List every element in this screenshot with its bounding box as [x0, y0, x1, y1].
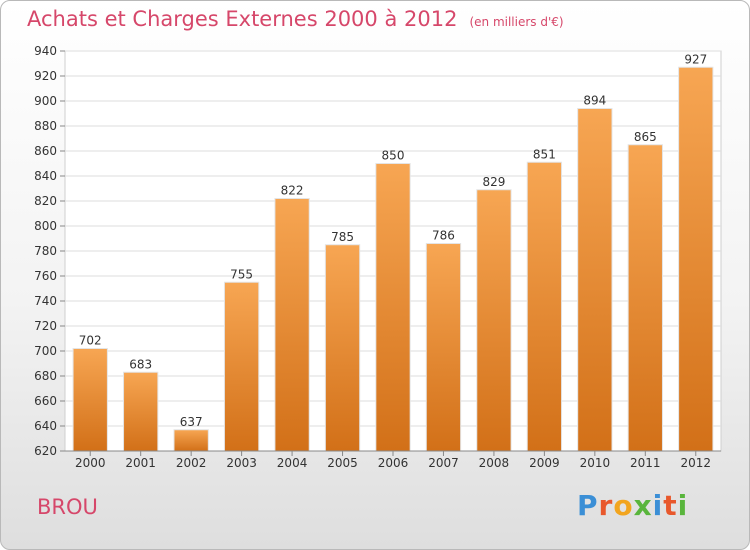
y-tick-label: 660	[34, 394, 57, 408]
bar-2007	[425, 243, 462, 452]
bar-2008	[476, 189, 512, 452]
bar-value-labels: 702 683 637 755 822 785 850 786 829 851 894 865 927	[79, 52, 707, 429]
bar-2012	[678, 66, 714, 452]
bar-value-label: 851	[533, 147, 556, 161]
bar-2002	[173, 429, 209, 452]
brand-letter: t	[663, 489, 678, 522]
x-tick-label: 2005	[327, 456, 358, 470]
y-tick-label: 620	[34, 444, 57, 458]
bar-value-label: 894	[583, 94, 606, 108]
bar-value-label: 829	[482, 175, 505, 189]
y-tick-label: 940	[34, 44, 57, 58]
y-tick-label: 720	[34, 319, 57, 333]
bar-2000	[72, 348, 108, 452]
x-tick-label: 2002	[176, 456, 207, 470]
bar-value-label: 755	[230, 267, 253, 281]
bar-value-label: 822	[281, 184, 304, 198]
y-tick-label: 740	[34, 294, 57, 308]
bar-value-label: 927	[684, 52, 707, 66]
x-tick-label: 2009	[529, 456, 560, 470]
y-tick-label: 700	[34, 344, 57, 358]
bar-2011	[627, 144, 663, 452]
x-tick-label: 2008	[479, 456, 510, 470]
bar-2006	[375, 163, 411, 452]
x-tick-label: 2006	[378, 456, 409, 470]
y-tick-label: 780	[34, 244, 57, 258]
y-tick-label: 820	[34, 194, 57, 208]
bar-value-label: 683	[129, 357, 152, 371]
x-tick-label: 2000	[75, 456, 106, 470]
bar-2003	[223, 281, 260, 452]
y-axis-ticks: 620 640 660 680 700 720 740 760 780 800 820 840 860 8…	[34, 44, 65, 458]
brand-letter: o	[613, 489, 634, 522]
title-row: Achats et Charges Externes 2000 à 2012 (…	[27, 7, 564, 31]
bar-value-label: 785	[331, 230, 354, 244]
y-tick-label: 640	[34, 419, 57, 433]
y-tick-label: 680	[34, 369, 57, 383]
bar-value-label: 702	[79, 334, 102, 348]
bars	[72, 66, 714, 452]
bar-value-label: 637	[180, 415, 203, 429]
x-tick-label: 2010	[580, 456, 611, 470]
y-tick-label: 800	[34, 219, 57, 233]
x-tick-label: 2011	[630, 456, 661, 470]
bar-value-label: 786	[432, 229, 455, 243]
bar-2004	[274, 198, 310, 452]
bar-2010	[577, 108, 613, 452]
x-tick-label: 2001	[125, 456, 156, 470]
y-tick-label: 860	[34, 144, 57, 158]
brand-letter: P	[577, 489, 599, 522]
x-tick-label: 2004	[277, 456, 308, 470]
bar-value-label: 865	[634, 130, 657, 144]
y-tick-label: 880	[34, 119, 57, 133]
bar-value-label: 850	[382, 149, 405, 163]
brand-logo: Proxiti	[577, 489, 688, 522]
brand-letter: x	[633, 489, 653, 522]
x-tick-label: 2007	[428, 456, 459, 470]
city-name: BROU	[37, 495, 98, 519]
x-tick-label: 2003	[226, 456, 257, 470]
chart-subtitle: (en milliers d'€)	[469, 15, 564, 29]
y-tick-label: 900	[34, 94, 57, 108]
bar-2005	[324, 244, 361, 452]
brand-letter: i	[652, 489, 664, 522]
brand-letter: r	[598, 489, 614, 522]
y-tick-label: 920	[34, 69, 57, 83]
y-tick-label: 760	[34, 269, 57, 283]
x-axis-ticks: 2000 2001 2002 2003 2004 2005 2006 2007 2008 2009…	[65, 450, 721, 470]
chart-title: Achats et Charges Externes 2000 à 2012	[27, 7, 458, 31]
bar-2001	[123, 371, 159, 452]
x-tick-label: 2012	[680, 456, 711, 470]
bar-2009	[526, 161, 563, 452]
brand-letter: i	[677, 489, 689, 522]
y-tick-label: 840	[34, 169, 57, 183]
